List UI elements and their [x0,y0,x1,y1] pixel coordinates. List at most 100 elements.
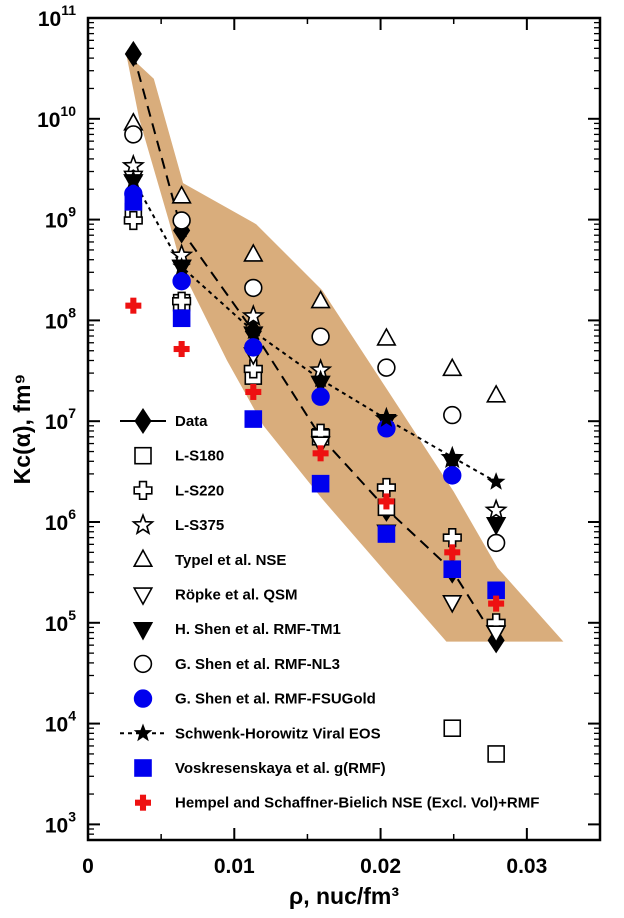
data-point-voskresenskaya-et-al-g-rmf [311,474,330,493]
data-point-g-shen-et-al-rmf-nl3 [124,125,143,144]
data-point-l-s220 [123,210,143,231]
legend: Data L-S180 L-S220 L-S375 Typel et al. NSE Rö… [120,407,539,812]
data-point-hempel-and-schaffner-bielich-nse-excl-vol-rmf [488,595,505,612]
data-point-r-pke-et-al-qsm [485,625,507,644]
y-tick-base: 10 [38,8,61,31]
y-tick-label: 107 [45,405,76,434]
y-tick-exponent: 4 [68,708,76,724]
data-point-r-pke-et-al-qsm [442,595,463,614]
data-point-schwenk-horowitz-viral-eos [486,472,506,490]
legend-marker-l-s180 [134,446,152,465]
y-tick-exponent: 10 [60,103,76,119]
y-tick-base: 10 [45,210,68,233]
y-tick-label: 105 [45,607,76,636]
uncertainty-band-layer [126,53,564,642]
legend-marker-hempel-and-schaffner-bielich-nse-excl-vol-rmf [135,794,151,811]
y-tick-base: 10 [45,714,68,737]
data-point-data [124,40,142,67]
y-tick-base: 10 [45,613,68,636]
plot-frame [86,16,602,842]
data-point-typel-et-al-nse [243,243,264,262]
data-point-typel-et-al-nse [442,357,463,377]
data-point-hempel-and-schaffner-bielich-nse-excl-vol-rmf [312,445,329,462]
x-tick-label: 0.02 [360,855,401,878]
y-tick-label: 1011 [38,2,76,31]
y-tick-base: 10 [45,512,68,535]
legend-marker-l-s220 [133,480,153,501]
legend-label: Röpke et al. QSM [175,587,298,604]
y-tick-base: 10 [45,814,68,837]
markers-layer [121,40,508,763]
data-point-l-s375 [484,498,508,521]
data-point-g-shen-et-al-rmf-nl3 [172,211,191,230]
y-tick-exponent: 7 [68,405,76,421]
legend-marker-l-s375 [131,512,155,536]
data-point-schwenk-horowitz-viral-eos [172,256,192,275]
data-point-schwenk-horowitz-viral-eos [442,447,462,466]
data-point-hempel-and-schaffner-bielich-nse-excl-vol-rmf [245,383,262,400]
data-point-r-pke-et-al-qsm [310,436,331,455]
data-point-hempel-and-schaffner-bielich-nse-excl-vol-rmf [173,341,190,358]
legend-label: L-S220 [175,482,224,499]
y-axis-label: Kc(α), fm⁹ [9,374,35,485]
data-point-schwenk-horowitz-viral-eos [377,409,396,427]
y-tick-label: 109 [45,204,76,233]
x-tick-label: 0 [82,855,94,878]
legend-label: Voskresenskaya et al. g(RMF) [175,760,386,777]
data-point-g-shen-et-al-rmf-fsugold [311,387,330,406]
legend-label: G. Shen et al. RMF-NL3 [175,656,340,673]
data-point-l-s220 [243,359,263,379]
data-point-voskresenskaya-et-al-g-rmf [443,560,462,579]
legend-label: Hempel and Schaffner-Bielich NSE (Excl. … [175,795,539,812]
y-tick-base: 10 [37,109,60,132]
data-point-l-s375 [241,303,265,327]
legend-marker-schwenk-horowitz-viral-eos [133,723,153,742]
legend-marker-data [134,407,152,435]
data-point-l-s180 [443,719,462,738]
y-tick-label: 106 [45,506,76,535]
data-point-l-s180 [487,745,505,763]
legend-marker-h-shen-et-al-rmf-tm1 [132,621,154,641]
data-point-hempel-and-schaffner-bielich-nse-excl-vol-rmf [444,544,461,561]
legend-label: L-S180 [175,448,224,465]
y-tick-exponent: 8 [68,304,76,320]
legend-label: Schwenk-Horowitz Viral EOS [175,725,381,742]
x-tick-label: 0.01 [214,855,255,878]
data-point-schwenk-horowitz-viral-eos [311,369,330,388]
data-point-g-shen-et-al-rmf-nl3 [377,358,396,377]
legend-marker-g-shen-et-al-rmf-nl3 [133,654,153,674]
legend-marker-r-pke-et-al-qsm [132,587,154,606]
data-point-hempel-and-schaffner-bielich-nse-excl-vol-rmf [378,493,395,510]
y-tick-base: 10 [45,310,68,333]
legend-marker-g-shen-et-al-rmf-fsugold [133,689,153,708]
y-tick-exponent: 5 [68,607,76,623]
legend-marker-typel-et-al-nse [132,548,154,568]
data-point-g-shen-et-al-rmf-fsugold [172,271,191,291]
data-point-g-shen-et-al-rmf-nl3 [443,405,462,425]
x-axis-label: ρ, nuc/fm³ [289,883,399,909]
legend-label: Data [175,413,208,430]
data-point-g-shen-et-al-rmf-nl3 [244,278,263,298]
uncertainty-band [126,53,564,642]
y-tick-base: 10 [45,411,68,434]
legend-label: G. Shen et al. RMF-FSUGold [175,691,376,708]
x-tick-label: 0.03 [506,855,547,878]
data-point-typel-et-al-nse [171,185,192,204]
y-tick-exponent: 3 [68,808,76,824]
y-tick-label: 103 [45,808,76,837]
legend-marker-voskresenskaya-et-al-g-rmf [134,759,152,777]
legend-label: L-S375 [175,517,224,534]
data-point-l-s220 [442,527,462,548]
data-point-g-shen-et-al-rmf-fsugold [244,338,263,357]
data-point-h-shen-et-al-rmf-tm1 [485,517,507,536]
data-point-g-shen-et-al-rmf-nl3 [486,533,506,553]
data-point-voskresenskaya-et-al-g-rmf [124,193,143,211]
y-tick-exponent: 6 [68,506,76,522]
data-point-voskresenskaya-et-al-g-rmf [172,309,191,328]
data-point-voskresenskaya-et-al-g-rmf [244,410,263,428]
data-point-g-shen-et-al-rmf-fsugold [443,466,462,485]
data-point-hempel-and-schaffner-bielich-nse-excl-vol-rmf [125,297,142,314]
ticks-layer: 0 0.01 0.02 0.03103104105106107108109101010… [37,2,600,878]
data-point-typel-et-al-nse [310,289,331,309]
